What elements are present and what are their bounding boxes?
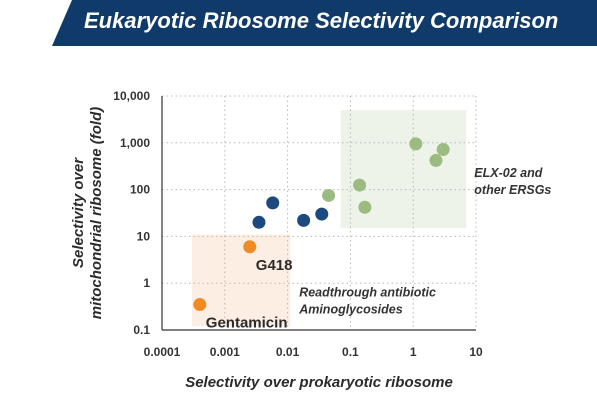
group-label-aminoglycosides: Readthrough antibiotic xyxy=(299,285,436,299)
chart-title: Eukaryotic Ribosome Selectivity Comparis… xyxy=(84,8,558,33)
data-point-series-3 xyxy=(353,178,367,192)
axes xyxy=(161,96,476,331)
data-points xyxy=(193,137,450,312)
data-point-series-2 xyxy=(266,196,280,210)
group-label-ersg: ELX-02 and xyxy=(474,166,542,180)
data-point-series-1 xyxy=(243,240,257,254)
data-point-series-1 xyxy=(193,298,207,312)
y-tick-labels: 0.1 1 10 100 1,000 10,000 xyxy=(113,89,150,337)
data-point-series-3 xyxy=(409,137,423,151)
group-label-ersg: other ERSGs xyxy=(474,183,551,197)
x-tick-label: 0.01 xyxy=(276,345,300,359)
y-tick-label: 10 xyxy=(137,229,151,243)
group-label-aminoglycosides: Aminoglycosides xyxy=(298,302,403,316)
y-tick-label: 100 xyxy=(130,183,150,197)
y-tick-label: 0.1 xyxy=(133,323,150,337)
x-tick-label: 0.0001 xyxy=(144,345,181,359)
point-labels: G418 Gentamicin xyxy=(206,257,293,332)
data-point-series-3 xyxy=(358,200,372,214)
title-banner-shape xyxy=(52,0,597,46)
x-tick-labels: 0.0001 0.001 0.01 0.1 1 10 xyxy=(144,345,483,359)
point-label: Gentamicin xyxy=(206,315,288,332)
data-point-series-2 xyxy=(252,215,266,229)
data-point-series-3 xyxy=(436,142,450,156)
y-axis-title-line-1: Selectivity over xyxy=(70,157,87,268)
data-point-series-2 xyxy=(297,213,311,227)
y-tick-label: 1,000 xyxy=(120,136,150,150)
x-tick-label: 0.1 xyxy=(342,345,359,359)
x-tick-label: 1 xyxy=(410,345,417,359)
title-banner: Eukaryotic Ribosome Selectivity Comparis… xyxy=(52,0,597,46)
group-box-2 xyxy=(191,234,291,327)
x-axis-title: Selectivity over prokaryotic ribosome xyxy=(185,374,453,391)
data-point-series-2 xyxy=(315,207,329,221)
point-label: G418 xyxy=(256,257,293,274)
y-tick-label: 10,000 xyxy=(113,89,150,103)
x-tick-label: 10 xyxy=(469,345,483,359)
y-tick-label: 1 xyxy=(143,276,150,290)
data-point-series-3 xyxy=(429,153,443,167)
x-tick-label: 0.001 xyxy=(210,345,240,359)
data-point-series-3 xyxy=(322,188,336,202)
y-axis-title-line-2: mitochondrial ribosome (fold) xyxy=(88,107,105,320)
grid-lines xyxy=(162,95,477,330)
group-labels: ELX-02 and other ERSGs Readthrough antibio… xyxy=(298,166,551,316)
